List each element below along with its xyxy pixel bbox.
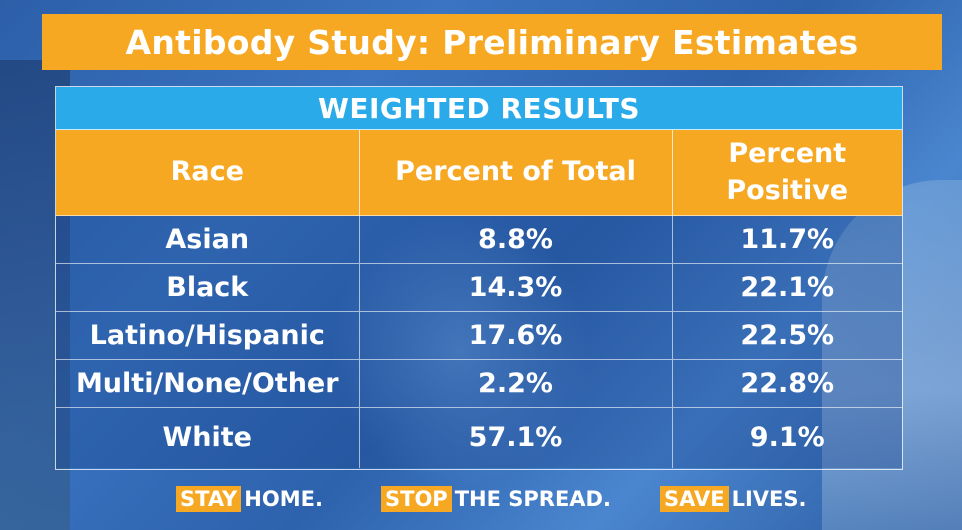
results-table-panel: WEIGHTED RESULTS Race Percent of Total P… bbox=[55, 86, 903, 470]
column-header-percent-positive: Percent Positive bbox=[672, 130, 902, 216]
slogan-stop-the-spread: STOP THE SPREAD. bbox=[381, 486, 611, 512]
cell-percent-of-total: 14.3% bbox=[359, 263, 673, 312]
slogan-highlight: STOP bbox=[381, 486, 452, 512]
table-row: Latino/Hispanic 17.6% 22.5% bbox=[56, 311, 902, 360]
slogan-text: LIVES. bbox=[731, 487, 807, 511]
table-row: Multi/None/Other 2.2% 22.8% bbox=[56, 359, 902, 408]
column-header-race: Race bbox=[56, 130, 360, 216]
cell-percent-positive: 22.5% bbox=[672, 311, 902, 360]
table-header-row: Race Percent of Total Percent Positive bbox=[56, 130, 902, 216]
cell-percent-of-total: 2.2% bbox=[359, 359, 673, 408]
page-title: Antibody Study: Preliminary Estimates bbox=[125, 22, 859, 62]
cell-percent-of-total: 57.1% bbox=[359, 407, 673, 468]
footer-slogans: STAY HOME. STOP THE SPREAD. SAVE LIVES. bbox=[0, 486, 962, 512]
cell-percent-of-total: 17.6% bbox=[359, 311, 673, 360]
slogan-stay-home: STAY HOME. bbox=[176, 486, 323, 512]
table-row: White 57.1% 9.1% bbox=[56, 407, 902, 468]
slogan-text: THE SPREAD. bbox=[454, 487, 611, 511]
slogan-highlight: SAVE bbox=[660, 486, 729, 512]
cell-percent-positive: 22.8% bbox=[672, 359, 902, 408]
cell-race: Latino/Hispanic bbox=[56, 311, 360, 360]
cell-race: Multi/None/Other bbox=[56, 359, 360, 408]
cell-race: Black bbox=[56, 263, 360, 312]
title-banner: Antibody Study: Preliminary Estimates bbox=[42, 14, 942, 70]
cell-percent-positive: 9.1% bbox=[672, 407, 902, 468]
table-row: Asian 8.8% 11.7% bbox=[56, 215, 902, 264]
column-header-percent-of-total: Percent of Total bbox=[359, 130, 673, 216]
slogan-highlight: STAY bbox=[176, 486, 242, 512]
column-header-percent-positive-label: Percent Positive bbox=[726, 138, 849, 206]
table-row: Black 14.3% 22.1% bbox=[56, 263, 902, 312]
cell-percent-of-total: 8.8% bbox=[359, 215, 673, 264]
cell-percent-positive: 11.7% bbox=[672, 215, 902, 264]
results-table: Race Percent of Total Percent Positive A… bbox=[56, 130, 902, 468]
cell-race: White bbox=[56, 407, 360, 468]
slogan-save-lives: SAVE LIVES. bbox=[660, 486, 806, 512]
table-subheader: WEIGHTED RESULTS bbox=[56, 87, 902, 130]
cell-race: Asian bbox=[56, 215, 360, 264]
cell-percent-positive: 22.1% bbox=[672, 263, 902, 312]
slogan-text: HOME. bbox=[244, 487, 323, 511]
table-subtitle: WEIGHTED RESULTS bbox=[317, 91, 641, 125]
